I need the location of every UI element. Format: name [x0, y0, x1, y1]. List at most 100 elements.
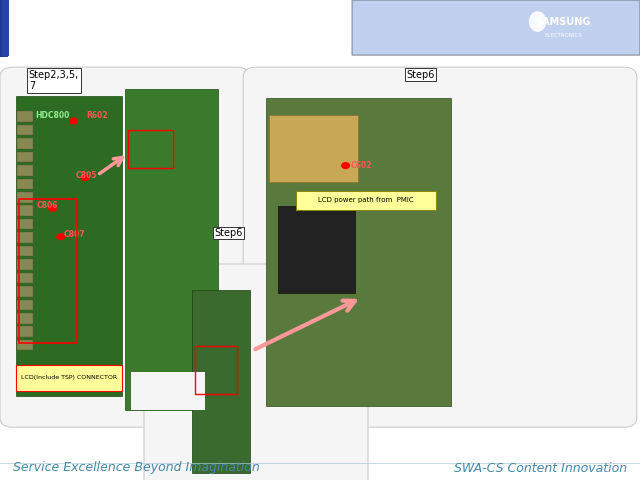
Bar	[3, 0, 6, 55]
Bar	[3, 0, 6, 55]
Bar	[3, 0, 7, 55]
Bar	[1, 0, 4, 55]
Bar	[3, 0, 6, 55]
Bar	[17, 313, 33, 324]
Bar	[1, 0, 5, 55]
Bar	[1, 0, 5, 55]
Bar	[1, 0, 4, 55]
Bar	[1, 0, 4, 55]
Bar	[2, 0, 6, 55]
Bar	[17, 300, 33, 310]
Bar	[3, 0, 7, 55]
Bar	[1, 0, 5, 55]
Bar	[1, 0, 5, 55]
Bar	[3, 0, 6, 55]
Bar	[17, 179, 33, 189]
Bar	[17, 246, 33, 256]
Bar	[3, 0, 6, 55]
Bar	[2, 0, 6, 55]
Text: LCD(Include TSP) CONNECTOR: LCD(Include TSP) CONNECTOR	[21, 375, 117, 380]
Bar	[3, 0, 6, 55]
Bar	[1, 0, 5, 55]
Bar	[1, 0, 5, 55]
Bar	[0, 0, 4, 55]
Bar	[1, 0, 4, 55]
Bar	[1, 0, 4, 55]
Bar	[3, 0, 6, 55]
Text: C807: C807	[64, 229, 86, 239]
Bar	[1, 0, 4, 55]
Bar	[3, 0, 7, 55]
Bar	[0, 0, 4, 55]
Bar	[1, 0, 5, 55]
Bar	[0, 0, 4, 55]
Bar	[1, 0, 5, 55]
Bar	[1, 0, 4, 55]
Bar	[3, 0, 6, 55]
Bar	[2, 0, 5, 55]
Bar	[3, 0, 7, 55]
Bar	[1, 0, 5, 55]
Bar	[131, 372, 205, 410]
Bar	[266, 98, 451, 406]
Bar	[125, 89, 218, 410]
Bar	[1, 0, 5, 55]
Bar	[1, 0, 5, 55]
Bar	[2, 0, 6, 55]
Text: C602: C602	[351, 161, 372, 170]
Bar	[1, 0, 4, 55]
Text: R602: R602	[86, 110, 108, 120]
Bar	[1, 0, 5, 55]
Bar	[0, 0, 4, 55]
Bar	[17, 326, 33, 337]
Bar	[2, 0, 6, 55]
Bar	[1, 0, 4, 55]
Bar	[0, 0, 4, 55]
Bar	[3, 0, 7, 55]
Bar	[17, 138, 33, 149]
Bar	[3, 0, 6, 55]
FancyBboxPatch shape	[144, 264, 368, 480]
Bar	[1, 0, 4, 55]
Bar	[3, 0, 6, 55]
Bar	[0, 0, 4, 55]
Bar	[3, 0, 7, 55]
Bar	[1, 0, 5, 55]
Bar	[1, 0, 5, 55]
Text: Step6: Step6	[406, 70, 435, 80]
Bar	[3, 0, 6, 55]
Bar	[0, 0, 4, 55]
Bar	[3, 0, 6, 55]
Bar	[1, 0, 5, 55]
Bar	[1, 0, 5, 55]
Bar	[1, 0, 5, 55]
Bar	[3, 0, 7, 55]
Text: Step6: Step6	[214, 228, 243, 238]
Bar	[17, 340, 33, 350]
Bar	[2, 0, 6, 55]
Bar	[17, 286, 33, 297]
Bar	[1, 0, 4, 55]
Bar	[1, 0, 5, 55]
Bar	[0, 0, 4, 55]
Bar	[1, 0, 4, 55]
Bar	[1, 0, 4, 55]
Bar	[1, 0, 5, 55]
FancyBboxPatch shape	[243, 67, 637, 427]
Bar	[3, 0, 6, 55]
Bar	[2, 0, 6, 55]
Bar	[2, 0, 6, 55]
Bar	[2, 0, 6, 55]
Bar	[3, 0, 6, 55]
Bar	[2, 0, 6, 55]
Text: LCD power path from  PMIC: LCD power path from PMIC	[318, 197, 414, 203]
Bar	[3, 0, 6, 55]
Bar	[0, 0, 4, 55]
Bar	[3, 0, 6, 55]
Bar	[2, 0, 6, 55]
Bar	[0, 0, 4, 55]
Bar	[3, 0, 6, 55]
Circle shape	[342, 163, 349, 168]
Text: SAMSUNG: SAMSUNG	[536, 17, 591, 26]
Bar	[2, 0, 6, 55]
